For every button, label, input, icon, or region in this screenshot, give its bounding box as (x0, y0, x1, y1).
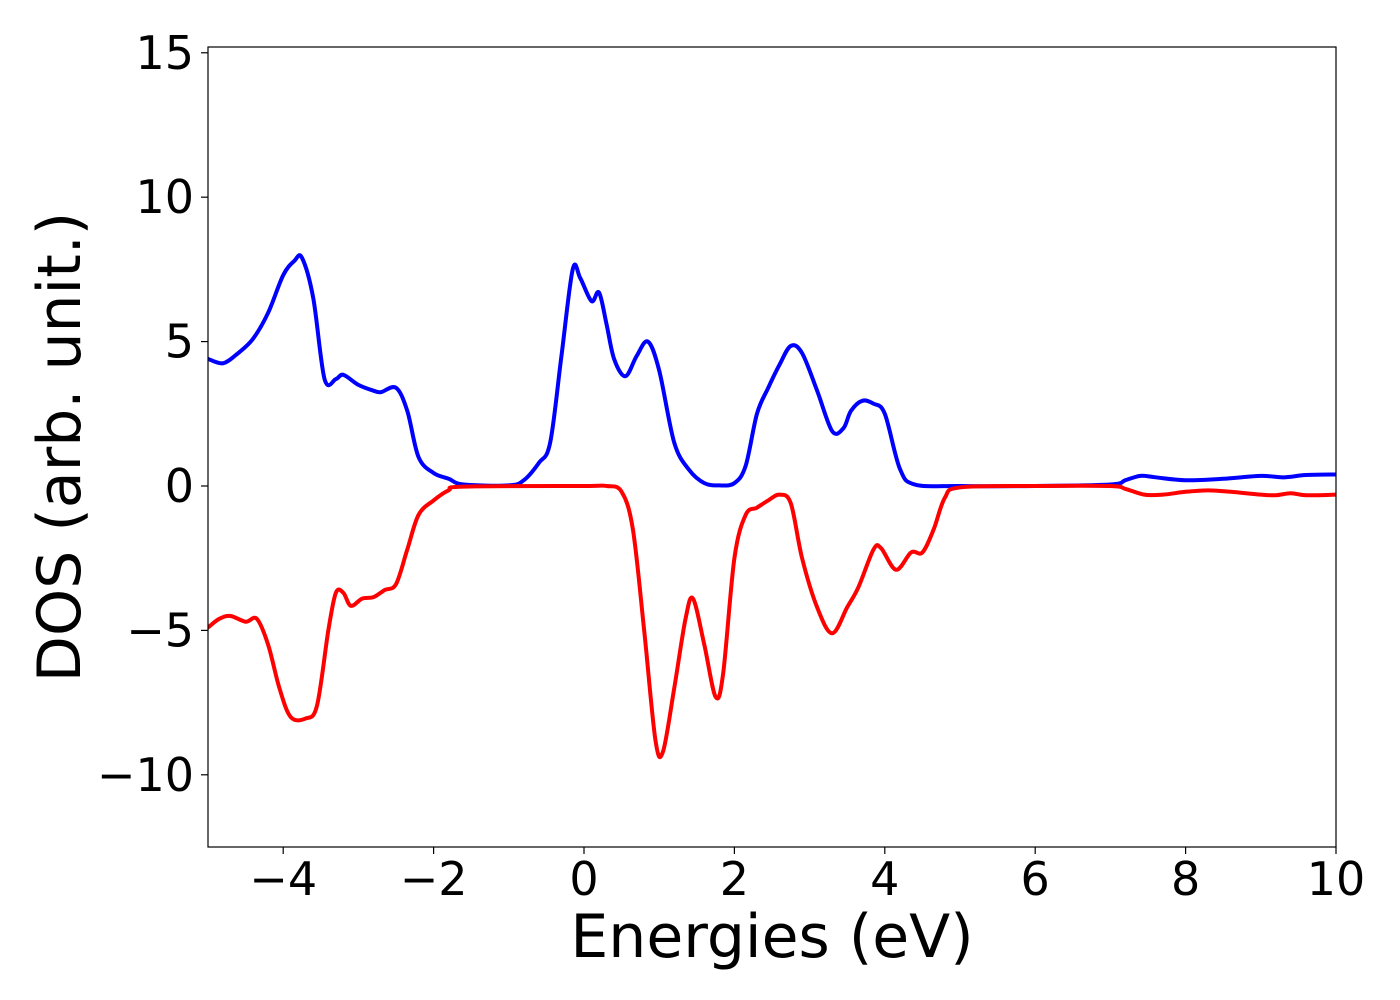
x-axis-label: Energies (eV) (570, 902, 973, 972)
series-line-spin-down (208, 483, 1336, 760)
x-tick-label: 6 (1021, 852, 1050, 906)
x-tick-label: −4 (249, 852, 317, 906)
x-tick-label: −2 (400, 852, 468, 906)
axes: −4 −2 0 2 4 6 8 10 −10 −5 0 5 10 15 (97, 26, 1365, 906)
plot-area (208, 253, 1336, 760)
series-line-spin-up (208, 253, 1336, 489)
y-tick-label: 10 (135, 170, 194, 224)
y-tick-label: 0 (165, 459, 194, 513)
y-axis-label: DOS (arb. unit.) (25, 212, 95, 682)
x-tick-label: 2 (720, 852, 749, 906)
plot-frame (207, 46, 1337, 848)
x-tick-label: 4 (870, 852, 899, 906)
y-tick-label: 15 (135, 26, 194, 80)
x-tick-label: 0 (569, 852, 598, 906)
y-tick-label: −5 (126, 603, 194, 657)
x-tick-label: 10 (1307, 852, 1366, 906)
y-tick-label: 5 (165, 315, 194, 369)
x-tick-label: 8 (1171, 852, 1200, 906)
y-tick-label: −10 (97, 748, 194, 802)
